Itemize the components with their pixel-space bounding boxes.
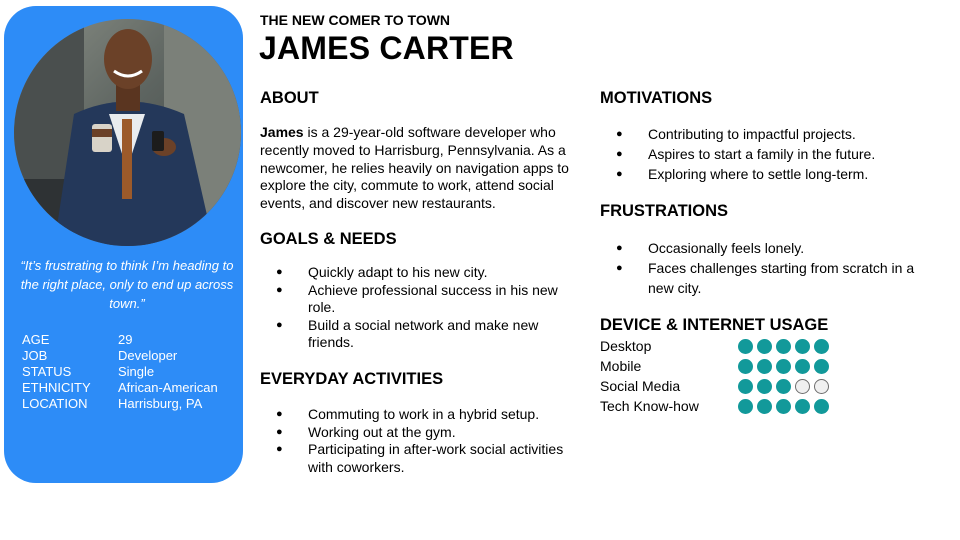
usage-row-social-media: Social Media xyxy=(600,376,829,396)
rating-dots xyxy=(738,338,829,354)
rating-dot-filled xyxy=(776,398,791,414)
fact-row: ETHNICITY African-American xyxy=(22,380,218,396)
usage-label: Tech Know-how xyxy=(600,398,699,414)
motivations-list: Contributing to impactful projects. Aspi… xyxy=(600,124,930,184)
list-item: Occasionally feels lonely. xyxy=(600,238,930,258)
fact-value: Developer xyxy=(118,348,178,363)
rating-dot-filled xyxy=(776,378,791,394)
persona-quote: “It’s frustrating to think I’m heading t… xyxy=(20,258,234,311)
activities-list: Commuting to work in a hybrid setup. Wor… xyxy=(260,406,585,476)
list-item: Faces challenges starting from scratch i… xyxy=(600,258,930,298)
rating-dot-filled xyxy=(738,378,753,394)
rating-dot-filled xyxy=(814,358,829,374)
fact-label: AGE xyxy=(22,332,50,347)
rating-dot-empty xyxy=(795,378,810,394)
persona-subtitle: THE NEW COMER TO TOWN xyxy=(260,12,451,28)
motivations-heading: MOTIVATIONS xyxy=(600,89,713,107)
list-item: Commuting to work in a hybrid setup. xyxy=(260,406,585,424)
rating-dot-filled xyxy=(738,338,753,354)
list-item: Working out at the gym. xyxy=(260,424,585,442)
usage-table: Desktop Mobile Social Media Tech Know-ho… xyxy=(600,336,829,416)
usage-label: Desktop xyxy=(600,338,652,354)
about-text: James is a 29-year-old software develope… xyxy=(260,124,585,213)
persona-name: JAMES CARTER xyxy=(259,30,514,66)
frustrations-heading: FRUSTRATIONS xyxy=(600,202,729,220)
rating-dot-filled xyxy=(795,338,810,354)
rating-dot-filled xyxy=(776,338,791,354)
list-item: Exploring where to settle long-term. xyxy=(600,164,930,184)
rating-dot-filled xyxy=(757,398,772,414)
list-item: Participating in after-work social activ… xyxy=(260,441,585,476)
profile-photo xyxy=(14,19,241,246)
goals-heading: GOALS & NEEDS xyxy=(260,230,397,248)
fact-label: ETHNICITY xyxy=(22,380,91,395)
activities-heading: EVERYDAY ACTIVITIES xyxy=(260,370,444,388)
fact-label: STATUS xyxy=(22,364,72,379)
fact-row: AGE 29 xyxy=(22,332,218,348)
rating-dot-filled xyxy=(795,358,810,374)
list-item: Aspires to start a family in the future. xyxy=(600,144,930,164)
goals-list: Quickly adapt to his new city. Achieve p… xyxy=(260,264,585,352)
about-name-bold: James xyxy=(260,124,304,140)
rating-dot-filled xyxy=(757,378,772,394)
rating-dots xyxy=(738,358,829,374)
list-item: Build a social network and make new frie… xyxy=(260,317,585,352)
usage-row-tech-know-how: Tech Know-how xyxy=(600,396,829,416)
about-heading: ABOUT xyxy=(260,89,319,107)
rating-dot-filled xyxy=(776,358,791,374)
fact-label: JOB xyxy=(22,348,48,363)
rating-dot-filled xyxy=(795,398,810,414)
list-item: Quickly adapt to his new city. xyxy=(260,264,585,282)
fact-label: LOCATION xyxy=(22,396,88,411)
usage-label: Mobile xyxy=(600,358,642,374)
usage-row-mobile: Mobile xyxy=(600,356,829,376)
profile-card: “It’s frustrating to think I’m heading t… xyxy=(4,6,243,483)
facts-list: AGE 29 JOB Developer STATUS Single ETHNI… xyxy=(22,332,218,412)
fact-row: STATUS Single xyxy=(22,364,218,380)
list-item: Achieve professional success in his new … xyxy=(260,282,585,317)
frustrations-list: Occasionally feels lonely. Faces challen… xyxy=(600,238,930,298)
about-body: is a 29-year-old software developer who … xyxy=(260,124,569,212)
person-illustration xyxy=(14,19,241,246)
usage-row-desktop: Desktop xyxy=(600,336,829,356)
rating-dot-filled xyxy=(738,398,753,414)
rating-dots xyxy=(738,398,829,414)
fact-row: LOCATION Harrisburg, PA xyxy=(22,396,218,412)
fact-row: JOB Developer xyxy=(22,348,218,364)
list-item: Contributing to impactful projects. xyxy=(600,124,930,144)
usage-label: Social Media xyxy=(600,378,681,394)
rating-dot-filled xyxy=(738,358,753,374)
fact-value: Single xyxy=(118,364,155,379)
fact-value: 29 xyxy=(118,332,133,347)
fact-value: African-American xyxy=(118,380,218,395)
rating-dot-filled xyxy=(757,358,772,374)
rating-dot-empty xyxy=(814,378,829,394)
fact-value: Harrisburg, PA xyxy=(118,396,203,411)
usage-heading: DEVICE & INTERNET USAGE xyxy=(600,316,829,334)
rating-dot-filled xyxy=(814,398,829,414)
rating-dots xyxy=(738,378,829,394)
rating-dot-filled xyxy=(814,338,829,354)
rating-dot-filled xyxy=(757,338,772,354)
